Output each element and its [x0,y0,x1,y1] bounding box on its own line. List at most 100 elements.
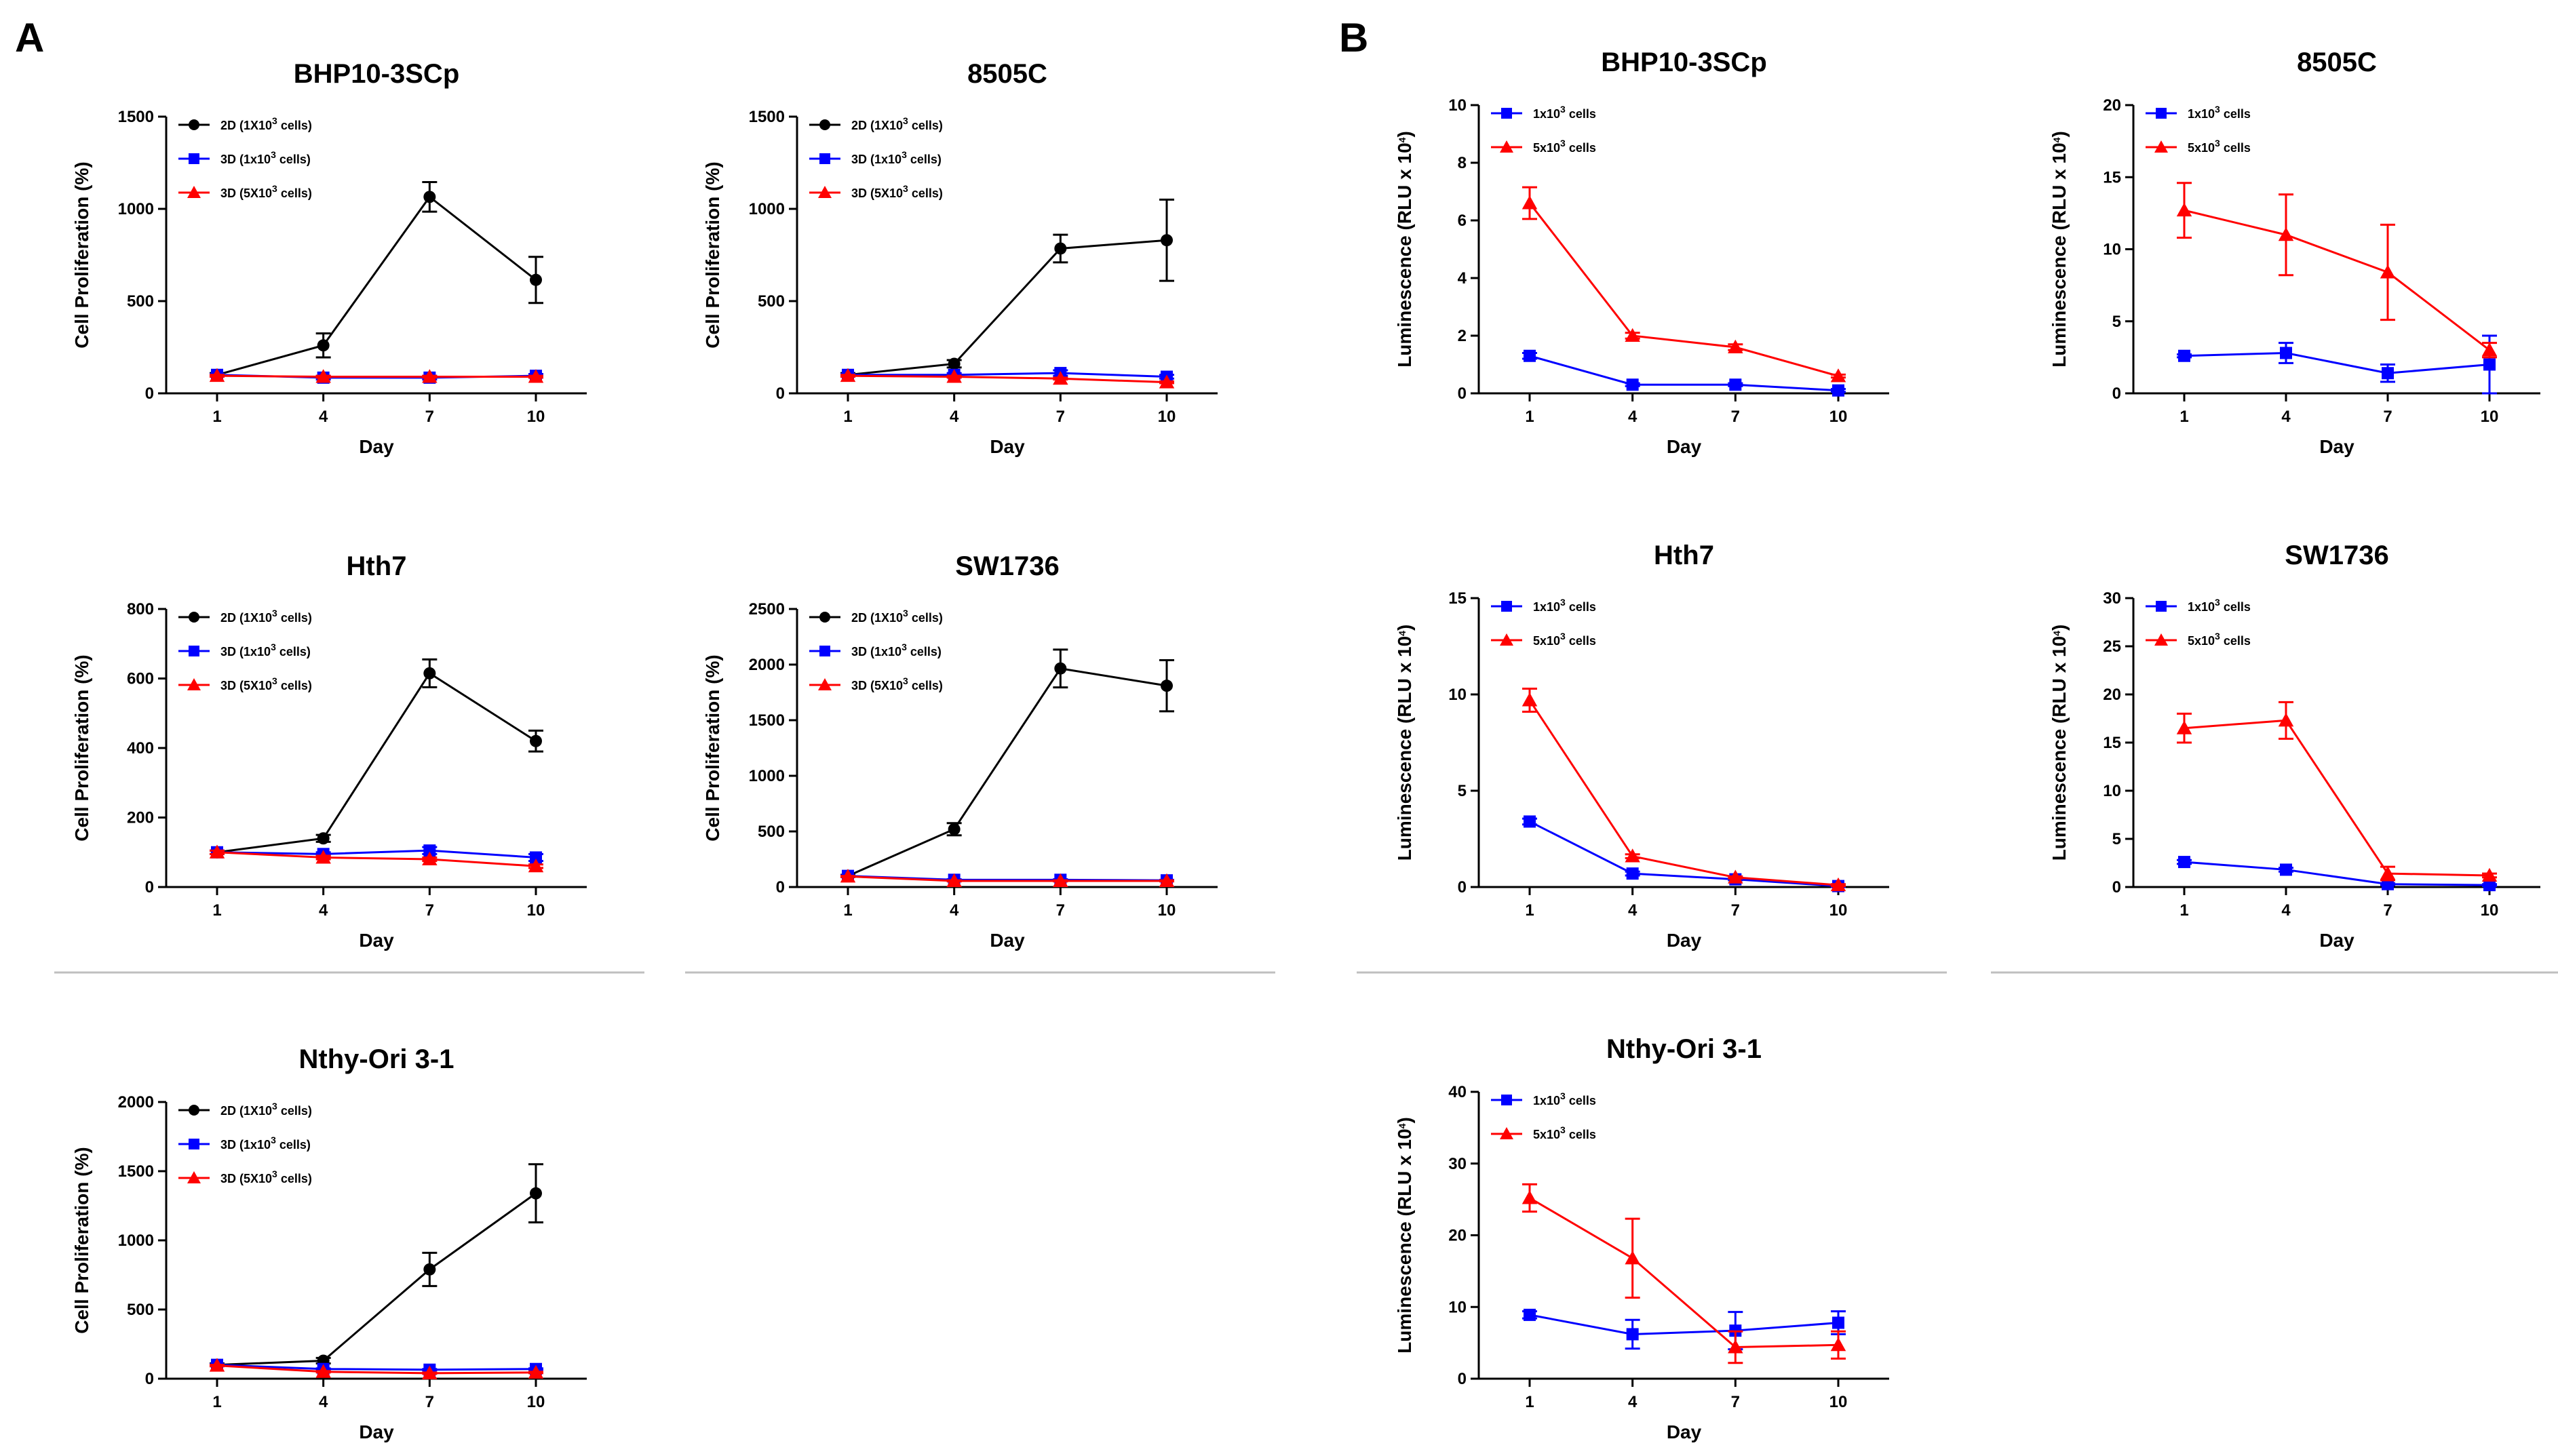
series-line [2184,861,2490,886]
x-tick-label: 4 [319,901,328,920]
series-line [1529,355,1839,392]
data-point [1161,680,1173,692]
data-point [1501,108,1512,119]
y-tick-label: 20 [2103,96,2121,115]
legend: 2D (1X103 cells) 3D (1x103 cells) 3D (5X10… [178,1101,312,1185]
data-point [1626,867,1639,880]
series-triangle [840,368,1175,389]
legend: 2D (1X103 cells) 3D (1x103 cells) 3D (5X10… [809,608,943,692]
series-triangle [840,869,1175,887]
y-axis-label: Cell Proliferation (%) [702,161,723,348]
y-tick-label: 0 [2112,385,2121,403]
y-tick-label: 400 [127,739,154,757]
y-tick-label: 2000 [749,656,785,674]
series-triangle [1522,186,1846,382]
chart-title: SW1736 [955,551,1059,581]
x-tick-label: 10 [1829,1393,1848,1411]
y-tick-label: 2500 [749,600,785,618]
y-tick-label: 1500 [749,108,785,126]
data-point [1522,692,1538,707]
x-tick-label: 7 [425,901,434,920]
data-point [423,191,436,203]
legend-label: 2D (1X103 cells) [851,115,943,132]
series-triangle [2176,701,2498,882]
y-axis-label: Luminescence (RLU x 104) [1394,625,1415,861]
data-point [209,368,225,382]
chart-title: BHP10-3SCp [294,59,460,89]
y-tick-label: 0 [1458,385,1467,403]
y-tick-label: 1500 [118,1162,154,1181]
legend-label: 3D (1x103 cells) [851,642,942,658]
legend-label: 2D (1X103 cells) [220,1101,312,1118]
data-point [2382,367,2394,380]
y-tick-label: 5 [1458,782,1467,800]
y-tick-label: 15 [2103,168,2121,186]
chart-title: Hth7 [347,551,407,581]
data-point [2380,865,2396,880]
x-axis-label: Day [1667,930,1702,951]
panel-letter-b: B [1339,15,1368,60]
data-point [315,369,331,383]
data-point [189,646,199,656]
data-point [1625,1251,1640,1265]
series-square [1522,1308,1846,1351]
data-point [819,612,830,623]
series-triangle [1522,1183,1846,1364]
y-axis-label: Luminescence (RLU x 104) [1394,131,1415,368]
y-tick-label: 4 [1458,269,1467,288]
legend: 1x103 cells 5x103 cells [2146,597,2251,648]
y-tick-label: 0 [2112,878,2121,897]
y-tick-label: 200 [127,809,154,827]
y-tick-label: 40 [1448,1083,1467,1101]
y-tick-label: 0 [776,385,785,403]
legend-label: 5x103 cells [2188,138,2251,155]
chart-5: Hth7 0 200 400 600 800 1 4 7 10 Day Cell Proliferat… [71,551,587,951]
y-tick-label: 0 [145,1370,154,1388]
legend-label: 3D (1x103 cells) [851,149,942,166]
y-tick-label: 1000 [118,1232,154,1250]
legend-label: 2D (1X103 cells) [220,608,312,625]
data-point [948,357,961,370]
y-tick-label: 20 [1448,1227,1467,1245]
legend: 1x103 cells 5x103 cells [1491,104,1596,155]
data-point [187,186,201,198]
chart-4: 8505C 0 5 10 15 20 1 4 7 10 Day Luminescence (RLU x… [2049,47,2540,457]
data-point [1728,339,1743,353]
data-point [528,369,544,383]
chart-title: SW1736 [2285,540,2388,570]
legend: 2D (1X103 cells) 3D (1x103 cells) 3D (5X10… [178,608,312,692]
x-tick-label: 4 [1628,408,1637,426]
data-point [819,119,830,130]
x-tick-label: 10 [527,408,545,426]
data-point [1830,877,1846,892]
series-line [2184,209,2490,351]
x-axis-label: Day [2319,930,2354,951]
x-tick-label: 10 [1829,901,1848,920]
series-circle [210,181,543,381]
series-line [216,849,537,859]
x-axis-label: Day [359,1421,394,1442]
series-line [216,851,537,867]
series-square [1522,349,1846,397]
x-tick-label: 7 [1056,901,1065,920]
x-axis-label: Day [359,436,394,457]
legend-label: 3D (5X103 cells) [851,183,943,200]
x-tick-label: 7 [1731,1393,1740,1411]
x-tick-label: 4 [2281,408,2291,426]
x-tick-label: 10 [2481,901,2499,920]
data-point [1161,234,1173,247]
legend-label: 3D (1x103 cells) [220,149,311,166]
data-point [2154,140,2168,153]
data-point [1500,140,1513,153]
x-axis-label: Day [990,930,1025,951]
data-point [187,1171,201,1183]
x-tick-label: 7 [425,408,434,426]
data-point [1501,1095,1512,1105]
data-point [1830,368,1846,382]
data-point [1524,349,1536,362]
series-line [216,671,537,854]
data-point [818,678,832,690]
x-tick-label: 7 [2383,901,2392,920]
legend: 1x103 cells 5x103 cells [1491,597,1596,648]
